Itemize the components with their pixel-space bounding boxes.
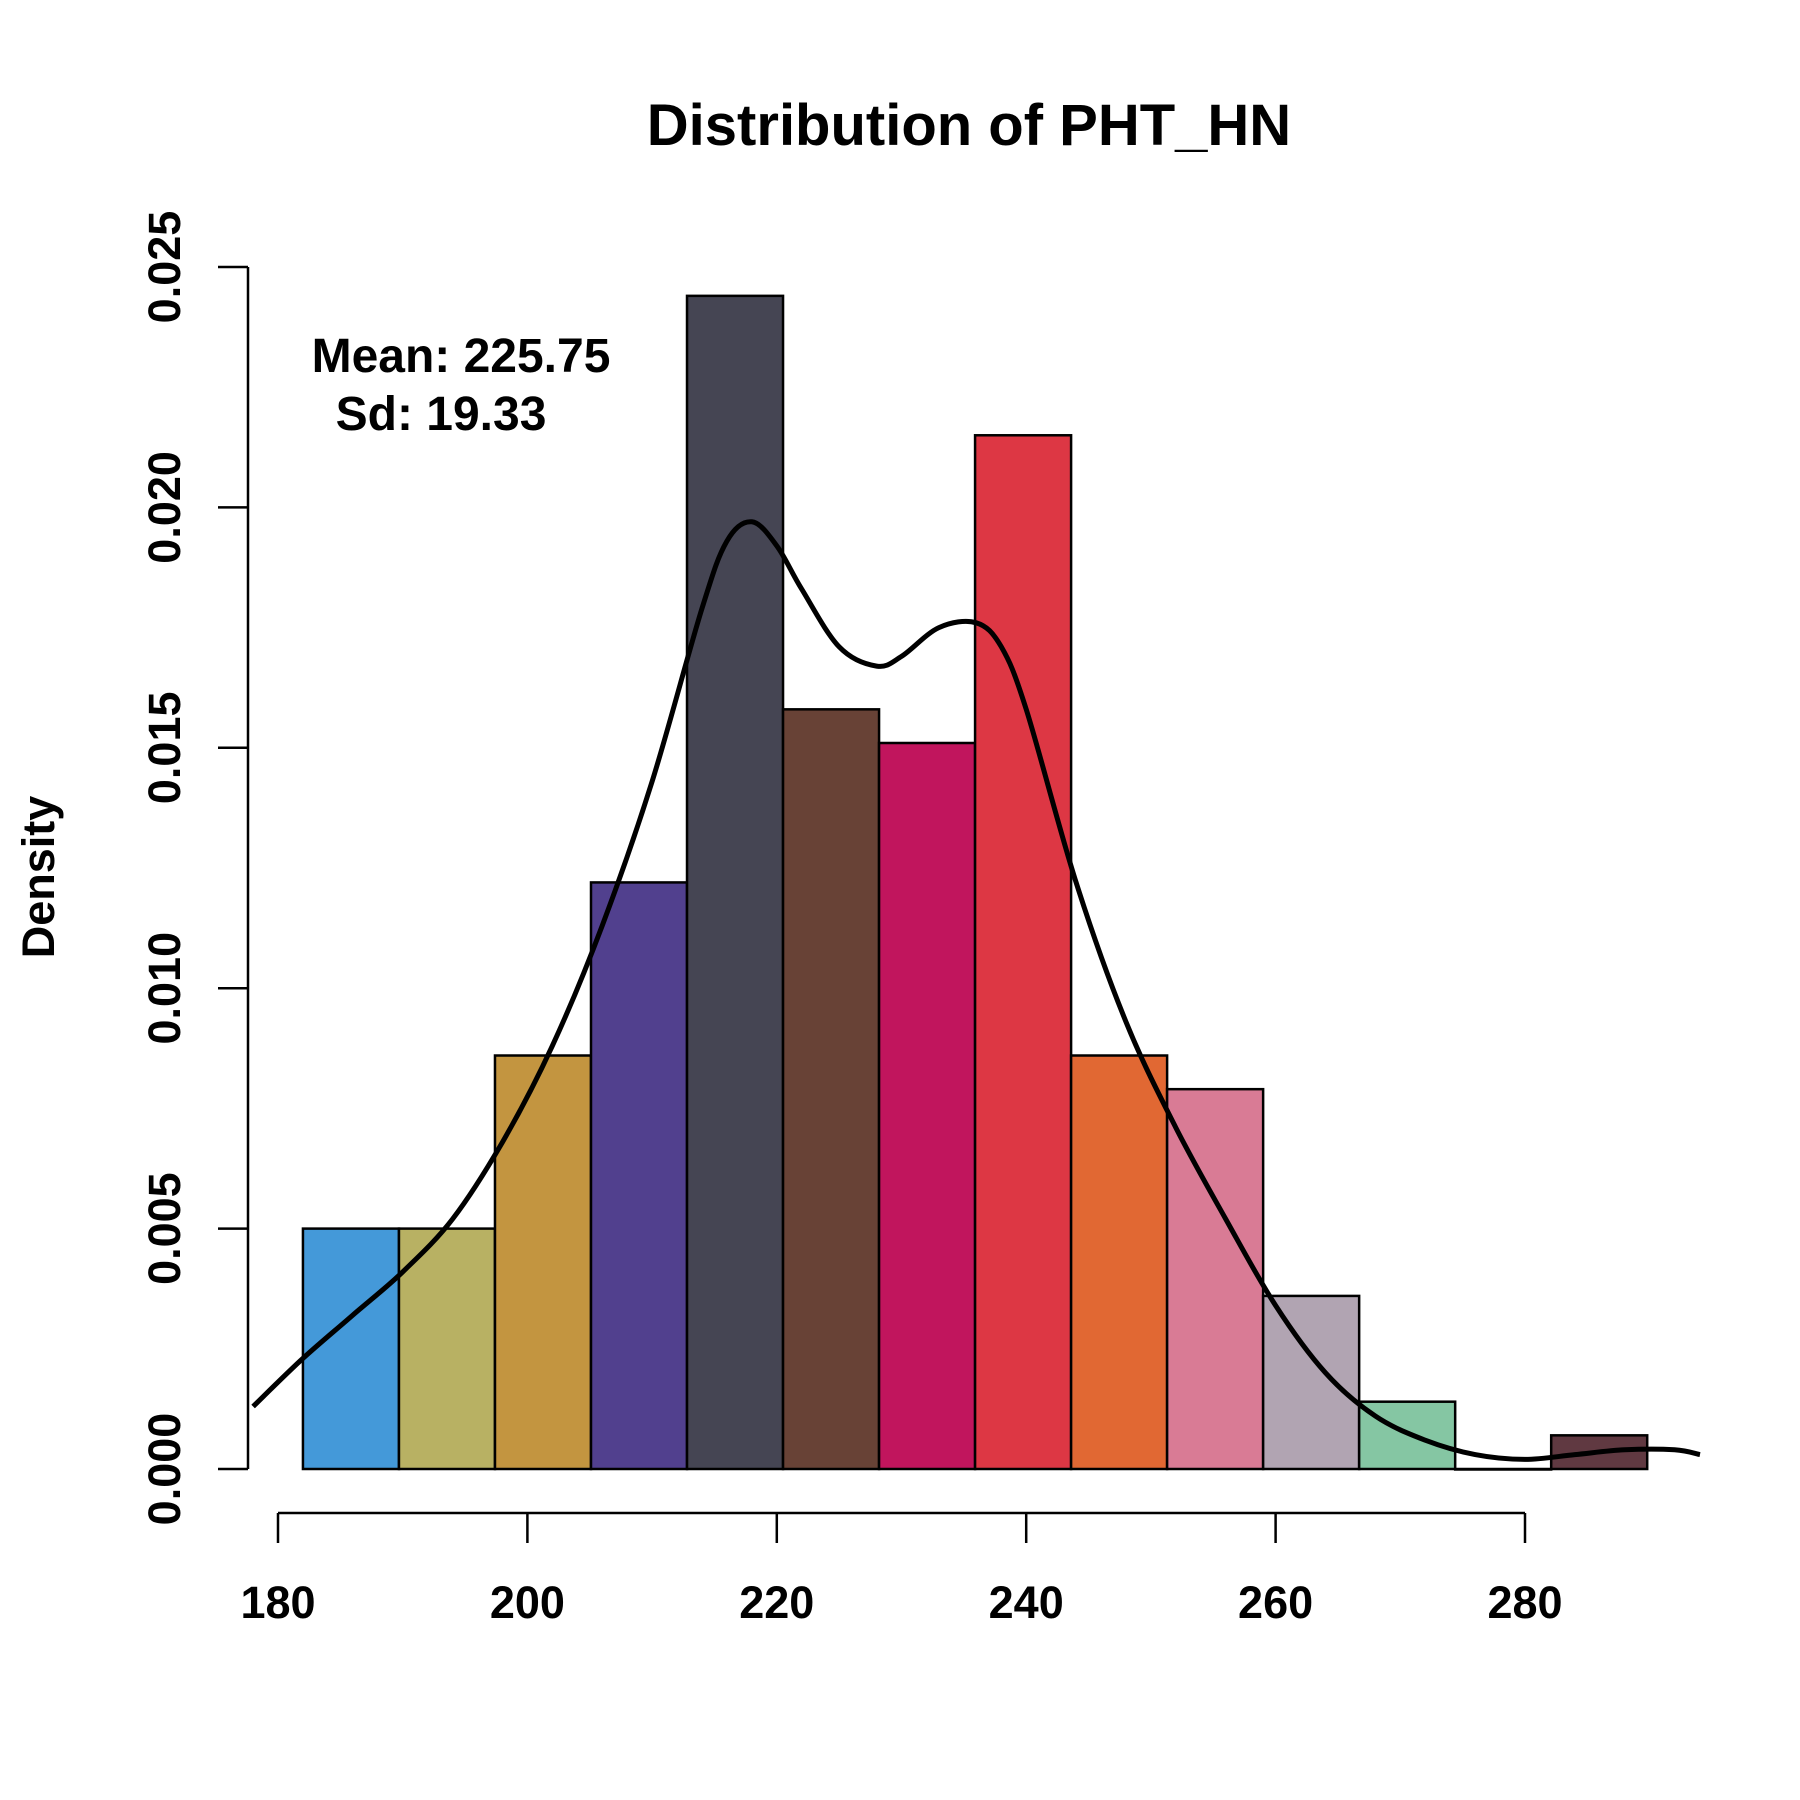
- histogram-bar-1: [301, 1227, 401, 1471]
- histogram-bar-11: [1261, 1294, 1361, 1471]
- histogram-bar-2: [397, 1227, 497, 1471]
- histogram-bar-3: [493, 1054, 593, 1471]
- x-tick-label: 280: [1487, 1577, 1562, 1628]
- y-axis-label: Density: [13, 796, 64, 959]
- y-tick-label: 0.020: [139, 451, 190, 564]
- density-curve: [251, 519, 1701, 1462]
- x-tick-label: 200: [490, 1577, 565, 1628]
- histogram-bar-8: [973, 434, 1073, 1471]
- histogram-bar-9: [1069, 1054, 1169, 1471]
- histogram-bar-6: [781, 708, 881, 1471]
- y-tick-label: 0.010: [139, 932, 190, 1045]
- chart-title: Distribution of PHT_HN: [647, 93, 1291, 158]
- histogram-bar-4: [589, 881, 689, 1471]
- histogram-bar-13: [1453, 1467, 1553, 1471]
- x-tick-label: 220: [739, 1577, 814, 1628]
- x-tick-label: 260: [1238, 1577, 1313, 1628]
- x-tick-label: 240: [989, 1577, 1064, 1628]
- mean-annotation: Mean: 225.75: [312, 330, 611, 383]
- sd-annotation: Sd: 19.33: [336, 388, 547, 441]
- bars-group: [301, 294, 1649, 1471]
- x-axis: 180 200 220 240 260 280: [240, 1511, 1563, 1628]
- y-tick-label: 0.000: [139, 1413, 190, 1526]
- y-axis: 0.000 0.005 0.010 0.015 0.020 0.025: [139, 211, 250, 1526]
- x-tick-label: 180: [240, 1577, 315, 1628]
- histogram-bar-5: [685, 294, 785, 1471]
- y-tick-label: 0.005: [139, 1172, 190, 1285]
- y-tick-label: 0.025: [139, 211, 190, 324]
- y-tick-label: 0.015: [139, 691, 190, 804]
- histogram-bar-10: [1165, 1087, 1265, 1471]
- histogram-bar-7: [877, 741, 977, 1471]
